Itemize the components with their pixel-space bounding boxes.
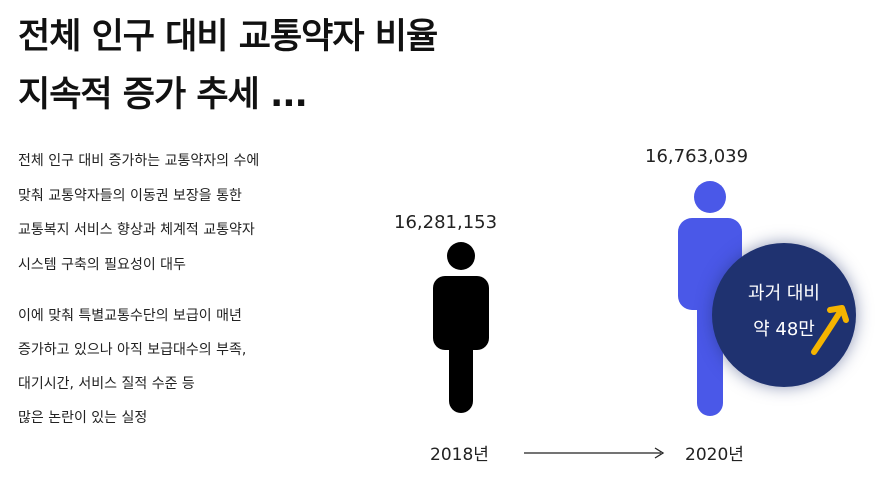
paragraph-line: 많은 논란이 있는 실정	[18, 410, 148, 426]
comparison-badge	[712, 243, 856, 387]
paragraph-line: 교통복지 서비스 향상과 체계적 교통약자	[18, 222, 255, 238]
person-icon	[433, 242, 489, 413]
year-2018-label: 2018년	[430, 445, 489, 465]
paragraph-line: 증가하고 있으나 아직 보급대수의 부족,	[18, 342, 247, 358]
paragraph-line: 이에 맞춰 특별교통수단의 보급이 매년	[18, 308, 242, 324]
paragraph-line: 맞춰 교통약자들의 이동권 보장을 통한	[18, 187, 242, 204]
value-2020: 16,763,039	[645, 146, 749, 167]
paragraph-line: 시스템 구축의 필요성이 대두	[18, 256, 186, 273]
year-2020-label: 2020년	[685, 445, 744, 465]
badge-label: 과거 대비	[748, 283, 820, 304]
badge-value: 약 48만	[753, 319, 815, 340]
title-line-1: 전체 인구 대비 교통약자 비율	[18, 17, 438, 57]
title-line-2: 지속적 증가 추세 ...	[18, 75, 308, 115]
comparison-badge-text: 과거 대비 약 48만	[712, 276, 856, 348]
value-2018: 16,281,153	[394, 212, 498, 233]
trend-up-arrow-icon	[811, 305, 849, 355]
paragraph-line: 전체 인구 대비 증가하는 교통약자의 수에	[18, 153, 260, 169]
right-arrow-icon	[524, 447, 665, 459]
description-paragraph-2: 이에 맞춰 특별교통수단의 보급이 매년 증가하고 있으나 아직 보급대수의 부…	[18, 299, 338, 435]
description-paragraph-1: 전체 인구 대비 증가하는 교통약자의 수에 맞춰 교통약자들의 이동권 보장을…	[18, 144, 338, 282]
paragraph-line: 대기시간, 서비스 질적 수준 등	[18, 376, 195, 392]
page-title: 전체 인구 대비 교통약자 비율 지속적 증가 추세 ...	[18, 8, 488, 124]
